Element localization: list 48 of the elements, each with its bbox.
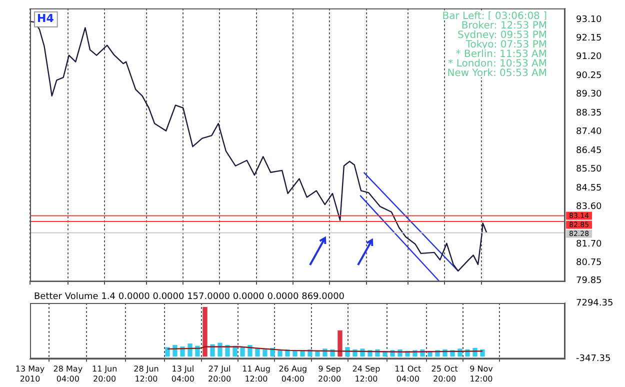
x-tick-label: 11 Jun 20:00 — [92, 364, 118, 384]
y-tick-label: 83.60 — [576, 202, 602, 212]
x-tick-label: 9 Sep 20:00 — [318, 364, 342, 384]
y-tick-label: 93.10 — [576, 14, 602, 25]
annotation: Broker: 12:53 PM — [461, 20, 547, 32]
x-tick-label: 26 Aug 04:00 — [278, 364, 308, 384]
y-tick-label: 89.30 — [576, 90, 602, 100]
annotation: New York: 05:53 AM — [447, 68, 547, 79]
bar — [262, 349, 268, 357]
annotation: Tokyo: 07:53 PM — [464, 39, 547, 50]
y-tick-label: 81.70 — [576, 239, 602, 250]
x-tick-label: 9 Nov 12:00 — [470, 364, 494, 384]
y-tick-label: 85.50 — [576, 164, 602, 175]
y-tick-label: 7294.35 — [576, 298, 614, 308]
annotation: * Berlin: 11:53 AM — [456, 48, 547, 60]
bar — [315, 350, 320, 357]
y-tick-label: 92.15 — [576, 34, 602, 44]
bar — [278, 350, 282, 357]
bar — [202, 307, 208, 357]
y-tick-label: 80.75 — [576, 258, 602, 268]
x-tick-label: 24 Sep 12:00 — [352, 364, 380, 384]
annotation: Sydney: 09:53 PM — [458, 30, 547, 41]
bar — [255, 348, 260, 357]
x-tick-label: 25 Oct 20:00 — [431, 364, 458, 384]
annotation: * London: 10:53 AM — [448, 58, 547, 70]
annotation: H4 — [37, 12, 54, 25]
y-tick-label: -347.35 — [576, 354, 611, 364]
bar — [480, 349, 485, 357]
y-tick-label: 86.45 — [576, 146, 602, 156]
x-tick-label: 13 Jul 04:00 — [171, 364, 194, 384]
bar — [292, 350, 298, 357]
x-tick-label: 28 May 04:00 — [53, 364, 83, 384]
x-tick-label: 11 Aug 12:00 — [242, 364, 270, 384]
bar — [165, 347, 170, 357]
x-tick-label: 11 Oct 04:00 — [394, 364, 422, 384]
bar — [338, 330, 342, 357]
bar — [240, 346, 245, 357]
y-tick-label: 84.55 — [576, 183, 602, 194]
y-tick-label: 79.85 — [576, 276, 602, 286]
y-tick-label: 88.35 — [576, 108, 602, 118]
x-tick-label: 28 Jun 12:00 — [134, 364, 159, 384]
x-tick-label: 13 May 2010 — [15, 364, 45, 384]
bar — [188, 344, 192, 357]
y-tick-label: 87.40 — [576, 127, 602, 138]
chart-title: Better Volume 1.4 0.0000 0.0000 157.0000 0.0000 0.0000 869.0000 — [34, 292, 345, 302]
y-tick-label: 91.20 — [576, 52, 602, 62]
y-tick-label: 90.25 — [576, 70, 602, 81]
x-tick-label: 27 Jul 20:00 — [208, 364, 232, 384]
